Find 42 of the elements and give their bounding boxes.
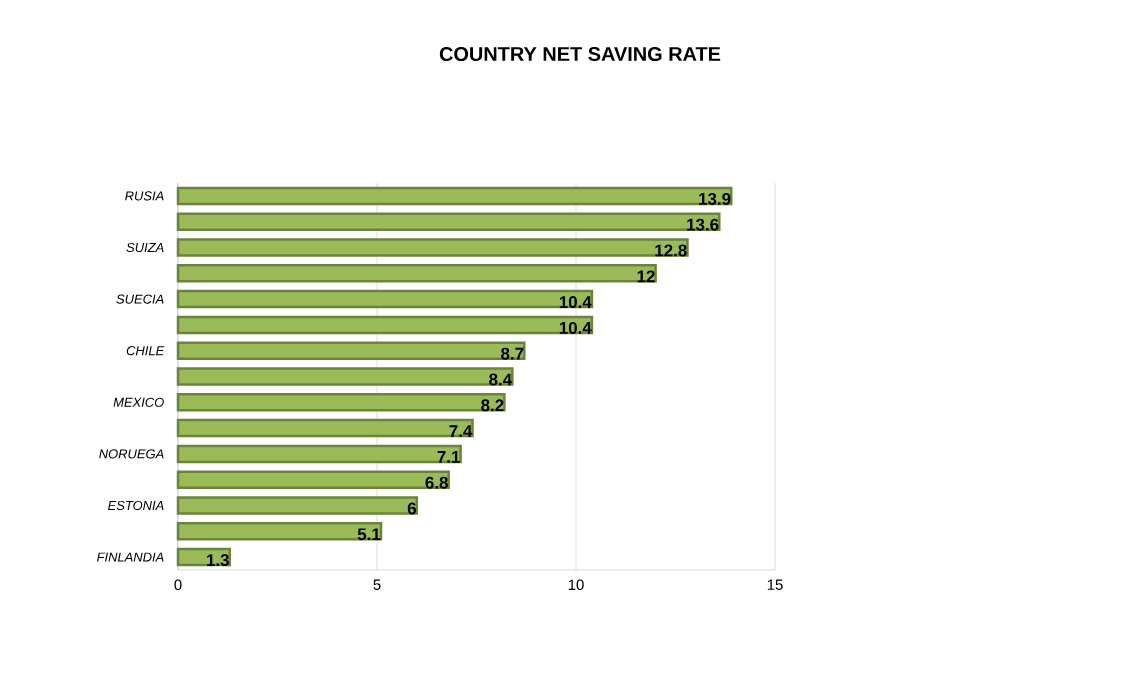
data-label: 5.1 — [357, 528, 381, 541]
y-tick-label: NORUEGA — [99, 449, 164, 459]
x-tick-label: 10 — [568, 579, 584, 591]
data-label: 7.4 — [449, 425, 473, 437]
data-label: 8.2 — [481, 399, 504, 412]
data-label: 13.6 — [687, 218, 719, 231]
bar — [176, 289, 594, 309]
bar — [176, 393, 506, 412]
bar — [176, 186, 733, 206]
x-tick-label: 5 — [373, 579, 381, 590]
y-tick-label: MEXICO — [113, 397, 164, 407]
bar — [176, 264, 657, 283]
data-label: 10.4 — [559, 296, 592, 309]
y-tick-label: ESTONIA — [108, 500, 164, 511]
data-label: 1.3 — [207, 554, 229, 567]
data-label: 6 — [407, 502, 416, 515]
bar — [176, 315, 594, 335]
y-tick-label: FINLANDIA — [97, 552, 164, 562]
bar — [176, 444, 462, 464]
y-tick-label: CHILE — [126, 346, 165, 356]
data-label: 7.1 — [437, 451, 460, 463]
bar — [176, 341, 526, 360]
y-tick-label: SUIZA — [126, 242, 164, 253]
x-tick-label: 15 — [767, 579, 783, 590]
bar — [176, 522, 383, 541]
data-label: 8.4 — [489, 373, 513, 386]
y-tick-label: SUECIA — [116, 294, 164, 304]
bar — [176, 496, 419, 515]
x-tick-label: 0 — [174, 579, 182, 591]
bar — [176, 238, 689, 257]
bar — [176, 470, 450, 489]
chart-title: COUNTRY NET SAVING RATE — [439, 46, 721, 62]
bar — [176, 212, 721, 231]
data-label: 10.4 — [559, 321, 592, 334]
bar — [176, 418, 474, 438]
data-label: 13.9 — [699, 192, 731, 205]
data-label: 6.8 — [425, 476, 448, 489]
data-label: 12 — [637, 270, 655, 283]
data-label: 12.8 — [655, 244, 687, 257]
bar — [176, 367, 514, 386]
data-label: 8.7 — [501, 347, 524, 360]
y-tick-label: RUSIA — [125, 191, 164, 201]
